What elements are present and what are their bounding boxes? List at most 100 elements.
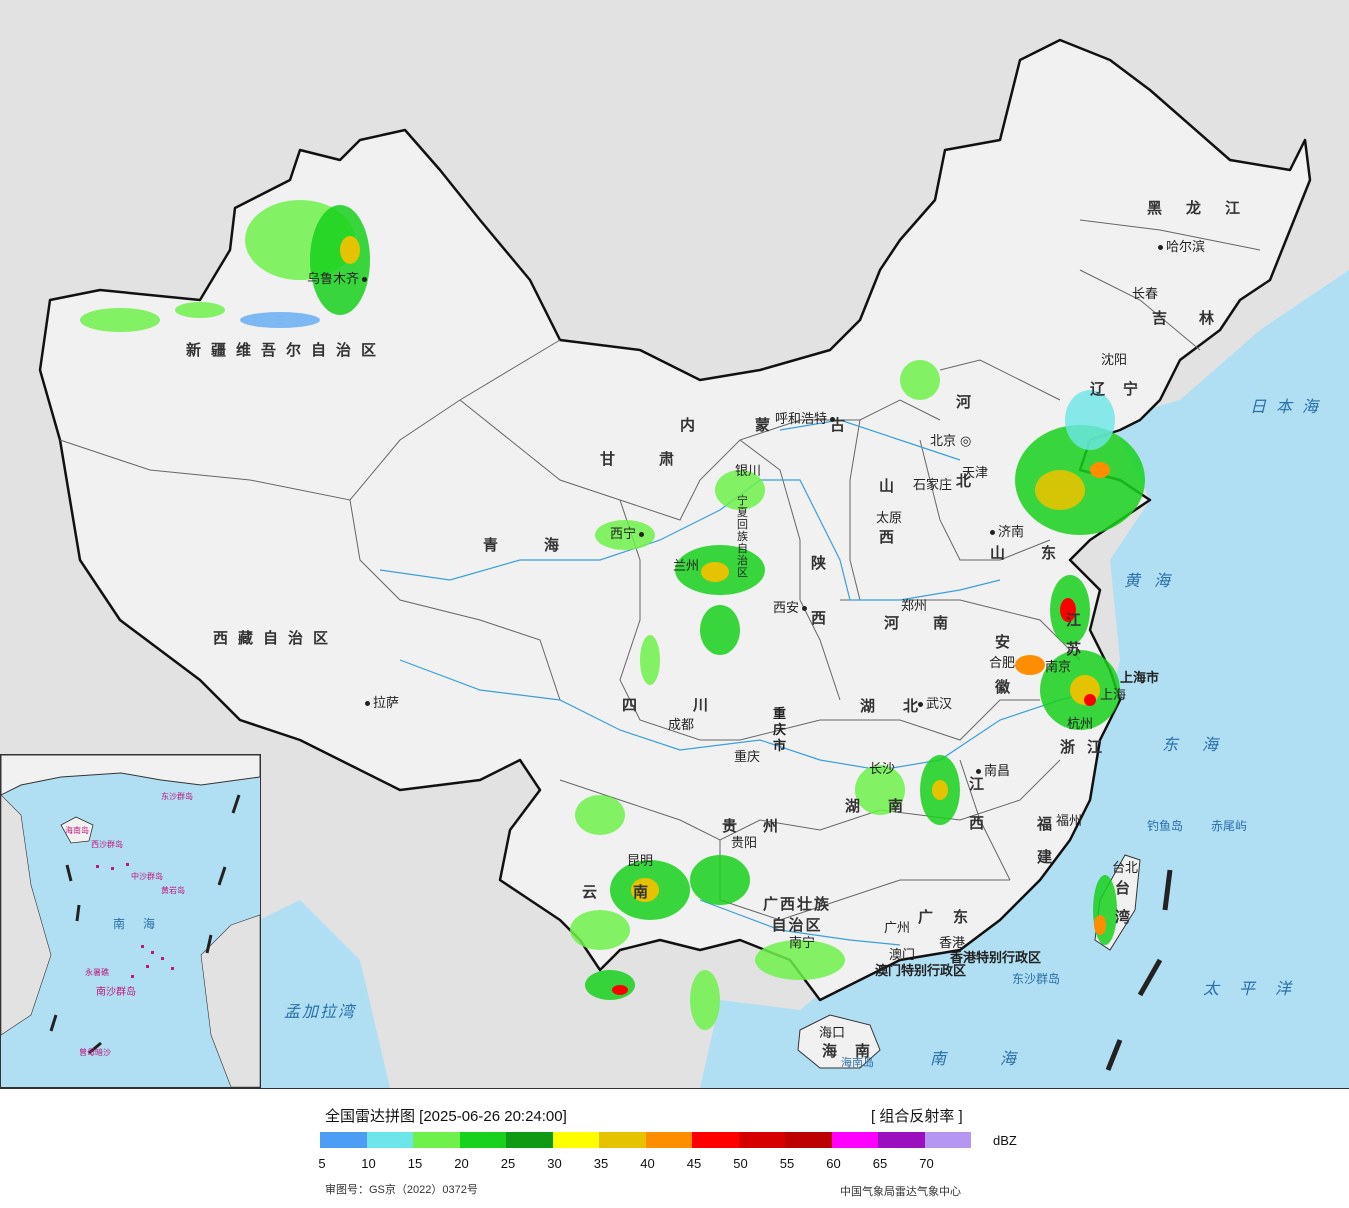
color-scale-tick: 70 (919, 1156, 934, 1171)
city-harbin: 哈尔滨 (1158, 236, 1205, 255)
rivers (379, 419, 1101, 946)
color-scale-tick: 35 (593, 1156, 609, 1171)
color-swatch (599, 1132, 646, 1148)
inset-label-huangyan: 黄岩岛 (161, 886, 185, 895)
sea-south-china: 南海 (930, 1049, 1071, 1068)
region-label-guangdong: 广东 (918, 908, 989, 926)
region-label-jiangsu: 江苏 (1064, 612, 1082, 670)
city-zhengzhou: 郑州 (901, 599, 928, 614)
city-lhasa: 拉萨 (365, 692, 399, 711)
color-swatch (785, 1132, 832, 1148)
region-label-anhui: 安徽 (993, 634, 1011, 724)
sea-japan: 日本海 (1250, 397, 1329, 416)
city-jinan: 济南 (990, 521, 1024, 540)
city-nanning: 南宁 (789, 936, 816, 951)
region-label-taiwan: 台湾 (1113, 880, 1131, 938)
color-swatch (366, 1132, 413, 1148)
radar-map: 新疆维吾尔自治区 西藏自治区 青海 甘肃 内蒙古 四川 云南 黑龙江 吉林 辽宁… (0, 0, 1349, 1089)
inset-label-dongsha: 东沙群岛 (161, 792, 193, 801)
color-scale-tick: 50 (733, 1156, 748, 1171)
color-scale-tick: 45 (686, 1156, 702, 1171)
inset-label-hainan: 海南岛 (65, 826, 89, 835)
inset-label-nansha: 南沙群岛 (96, 987, 136, 998)
island-hainan: 海南岛 (841, 1056, 874, 1069)
region-label-hubei: 湖北 (860, 697, 947, 715)
region-label-heilongjiang: 黑龙江 (1147, 199, 1265, 217)
legend-panel: 全国雷达拼图 [2025-06-26 20:24:00] [ 组合反射率 ] d… (0, 1089, 1349, 1208)
city-kunming: 昆明 (627, 854, 654, 869)
city-haikou: 海口 (819, 1026, 846, 1041)
city-chengdu: 成都 (668, 718, 695, 733)
city-xian: 西安 (773, 597, 810, 616)
city-changsha: 长沙 (869, 762, 896, 777)
region-label-hunan: 湖南 (845, 797, 932, 815)
city-shijiazhuang: 石家庄 (913, 478, 953, 493)
hainan-island (797, 1014, 881, 1069)
city-taiyuan: 太原 (876, 511, 903, 526)
region-label-macau: 澳门特别行政区 (875, 964, 967, 979)
south-china-sea-inset: 东沙群岛 西沙群岛 中沙群岛 黄岩岛 南海 南沙群岛 永暑礁 曾母暗沙 海南岛 (0, 754, 261, 1088)
city-nanchang: 南昌 (976, 760, 1010, 779)
island-chiwei: 赤尾屿 (1211, 819, 1248, 833)
inset-label-xisha: 西沙群岛 (91, 840, 123, 849)
color-scale-tick: 40 (640, 1156, 655, 1171)
inset-label-zengmu: 曾母暗沙 (79, 1048, 111, 1057)
sea-pacific: 太平洋 (1203, 979, 1312, 998)
inset-label-yongshu: 永暑礁 (85, 968, 109, 977)
city-yinchuan: 银川 (735, 464, 762, 479)
region-label-shanghai: 上海市 (1120, 671, 1160, 686)
city-changchun: 长春 (1132, 287, 1159, 302)
city-wuhan: 武汉 (918, 693, 952, 712)
region-label-tibet: 西藏自治区 (213, 629, 339, 647)
region-label-neimenggu: 内蒙古 (680, 416, 906, 434)
city-hongkong: 香港 (939, 936, 966, 951)
region-label-hebei: 河北 (954, 394, 972, 552)
region-label-xinjiang: 新疆维吾尔自治区 (186, 341, 387, 359)
color-swatch (459, 1132, 506, 1148)
city-hangzhou: 杭州 (1067, 717, 1094, 732)
color-scale-tick: 30 (547, 1156, 562, 1171)
city-hefei: 合肥 (989, 656, 1016, 671)
region-label-shaanxi: 陕西 (809, 555, 827, 665)
region-label-jilin: 吉林 (1152, 309, 1247, 327)
color-scale-tick: 60 (826, 1156, 841, 1171)
inset-label-zhongsha: 中沙群岛 (131, 872, 163, 881)
sea-bengal: 孟加拉湾 (284, 1002, 357, 1021)
city-lanzhou: 兰州 (673, 559, 700, 574)
region-label-liaoning: 辽宁 (1090, 380, 1157, 398)
region-label-shanxi: 山西 (877, 478, 895, 580)
city-beijing: 北京 ◎ (930, 434, 972, 449)
region-label-shandong: 山东 (990, 544, 1093, 562)
city-tianjin: 天津 (962, 466, 989, 481)
region-label-ningxia: 宁夏回族自治区 (737, 494, 748, 579)
region-label-henan: 河南 (884, 614, 983, 632)
color-swatch (320, 1132, 367, 1148)
color-scale-tick: 10 (361, 1156, 376, 1171)
legend-product: [ 组合反射率 ] (871, 1108, 963, 1125)
legend-title: 全国雷达拼图 [2025-06-26 20:24:00] (325, 1108, 567, 1125)
region-label-guizhou: 贵州 (722, 817, 805, 835)
color-scale-tick: 15 (407, 1156, 423, 1171)
region-label-hongkong: 香港特别行政区 (950, 951, 1042, 966)
city-hohhot: 呼和浩特 (775, 408, 838, 427)
region-label-sichuan: 四川 (622, 696, 765, 714)
city-fuzhou: 福州 (1056, 814, 1083, 829)
color-swatch (878, 1132, 925, 1148)
city-xining: 西宁 (610, 523, 647, 542)
inset-canvas (1, 755, 260, 1087)
city-shanghai: 上海 (1100, 688, 1127, 703)
region-label-guangxi: 广西壮族自治区 (762, 895, 831, 934)
color-swatch (413, 1132, 460, 1148)
inset-label-nanhai: 南海 (113, 917, 174, 931)
radar-echoes (80, 200, 1145, 1030)
region-label-chongqing: 重庆市 (773, 707, 787, 754)
city-guiyang: 贵阳 (731, 836, 758, 851)
city-shenyang: 沈阳 (1101, 353, 1128, 368)
region-label-qinghai: 青海 (483, 536, 606, 554)
map-approval-number: 审图号：GS京（2022）0372号 (325, 1184, 478, 1196)
color-swatch (552, 1132, 599, 1148)
color-swatch (924, 1132, 971, 1148)
color-swatch (738, 1132, 785, 1148)
color-swatch (831, 1132, 878, 1148)
color-scale (320, 1132, 971, 1148)
